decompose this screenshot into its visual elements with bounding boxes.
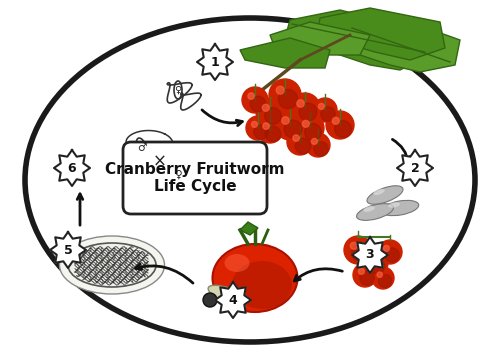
Ellipse shape bbox=[212, 244, 298, 312]
Ellipse shape bbox=[356, 204, 394, 220]
Circle shape bbox=[275, 110, 305, 140]
Circle shape bbox=[368, 256, 374, 262]
Circle shape bbox=[287, 129, 313, 155]
Circle shape bbox=[296, 114, 324, 142]
Polygon shape bbox=[345, 15, 460, 72]
Ellipse shape bbox=[367, 186, 403, 204]
Polygon shape bbox=[50, 232, 86, 268]
Polygon shape bbox=[352, 237, 388, 273]
Circle shape bbox=[282, 117, 289, 124]
Circle shape bbox=[203, 293, 217, 307]
Text: 2: 2 bbox=[410, 161, 420, 174]
Circle shape bbox=[372, 267, 394, 289]
Ellipse shape bbox=[381, 200, 419, 216]
Circle shape bbox=[262, 104, 270, 111]
Circle shape bbox=[378, 274, 392, 288]
Text: 6: 6 bbox=[68, 161, 76, 174]
Circle shape bbox=[264, 108, 281, 125]
Polygon shape bbox=[240, 222, 258, 235]
Text: ♀: ♀ bbox=[174, 85, 182, 95]
Circle shape bbox=[293, 135, 300, 142]
Ellipse shape bbox=[388, 202, 400, 208]
Ellipse shape bbox=[374, 189, 384, 195]
Circle shape bbox=[362, 250, 388, 276]
Circle shape bbox=[352, 245, 368, 261]
Polygon shape bbox=[285, 10, 430, 70]
Ellipse shape bbox=[232, 261, 292, 309]
Circle shape bbox=[358, 268, 364, 274]
Circle shape bbox=[295, 138, 311, 154]
Circle shape bbox=[313, 98, 337, 122]
Polygon shape bbox=[197, 44, 233, 80]
Circle shape bbox=[344, 236, 372, 264]
Polygon shape bbox=[240, 38, 330, 68]
Circle shape bbox=[321, 107, 335, 121]
Circle shape bbox=[290, 93, 320, 123]
Circle shape bbox=[377, 272, 382, 278]
Circle shape bbox=[263, 123, 270, 129]
Polygon shape bbox=[318, 8, 445, 60]
Circle shape bbox=[353, 263, 377, 287]
Circle shape bbox=[299, 103, 317, 121]
Circle shape bbox=[318, 103, 324, 109]
Circle shape bbox=[326, 111, 354, 139]
Circle shape bbox=[242, 87, 268, 113]
Circle shape bbox=[265, 126, 281, 142]
Circle shape bbox=[250, 96, 266, 112]
Circle shape bbox=[378, 240, 402, 264]
Circle shape bbox=[314, 142, 328, 156]
Text: 3: 3 bbox=[366, 248, 374, 261]
Circle shape bbox=[276, 86, 284, 94]
Circle shape bbox=[384, 245, 390, 251]
FancyBboxPatch shape bbox=[123, 142, 267, 214]
Circle shape bbox=[257, 117, 283, 143]
Circle shape bbox=[302, 120, 310, 127]
Circle shape bbox=[385, 248, 399, 262]
Circle shape bbox=[284, 120, 302, 138]
Circle shape bbox=[312, 138, 318, 144]
Polygon shape bbox=[397, 150, 433, 186]
Circle shape bbox=[360, 271, 374, 285]
Text: ×: × bbox=[153, 153, 167, 171]
Circle shape bbox=[306, 133, 330, 157]
Ellipse shape bbox=[208, 285, 248, 305]
Circle shape bbox=[304, 123, 322, 140]
Text: ♀: ♀ bbox=[174, 170, 182, 180]
Text: ♂: ♂ bbox=[138, 143, 146, 153]
Circle shape bbox=[269, 79, 301, 111]
Polygon shape bbox=[270, 22, 370, 55]
Circle shape bbox=[254, 125, 268, 139]
Ellipse shape bbox=[68, 243, 156, 287]
Circle shape bbox=[246, 116, 270, 140]
Text: Cranberry Fruitworm
Life Cycle: Cranberry Fruitworm Life Cycle bbox=[105, 162, 285, 194]
Circle shape bbox=[332, 117, 340, 124]
Polygon shape bbox=[54, 150, 90, 186]
Polygon shape bbox=[215, 282, 251, 318]
Circle shape bbox=[248, 93, 254, 99]
Text: 1: 1 bbox=[210, 56, 220, 69]
Circle shape bbox=[252, 121, 258, 127]
Circle shape bbox=[334, 121, 351, 138]
Text: 4: 4 bbox=[228, 293, 237, 306]
Ellipse shape bbox=[224, 254, 250, 272]
Circle shape bbox=[278, 90, 297, 109]
Circle shape bbox=[350, 242, 358, 249]
Text: 5: 5 bbox=[64, 244, 72, 257]
Circle shape bbox=[369, 258, 385, 274]
Ellipse shape bbox=[60, 236, 164, 294]
Circle shape bbox=[256, 98, 284, 126]
Ellipse shape bbox=[25, 18, 475, 342]
Circle shape bbox=[297, 100, 304, 107]
Ellipse shape bbox=[363, 206, 375, 212]
